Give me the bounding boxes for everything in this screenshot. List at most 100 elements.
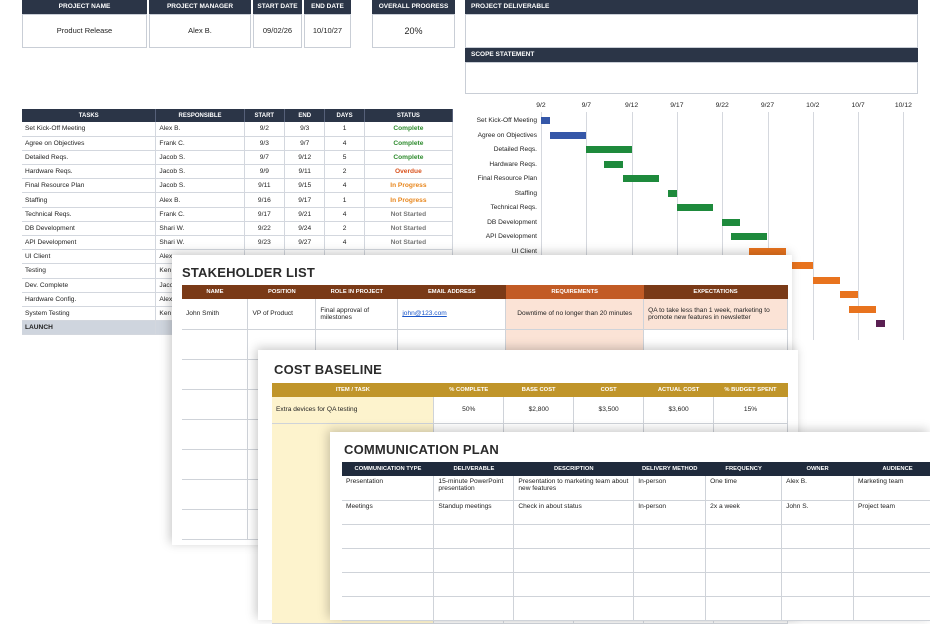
task-days[interactable]: 4 [324,207,365,222]
cost-actual[interactable]: $3,600 [643,397,715,424]
comm-description[interactable]: Presentation to marketing team about new… [513,476,635,501]
task-status[interactable]: Not Started [364,235,454,251]
task-name[interactable]: Final Resource Plan [22,178,157,194]
task-end[interactable]: 9/15 [284,178,326,194]
cost-spent[interactable]: 15% [713,397,788,424]
task-responsible[interactable]: Shari W. [155,221,245,237]
task-end[interactable]: 9/17 [284,192,326,208]
task-end[interactable]: 9/11 [284,164,326,180]
task-start[interactable]: 9/17 [244,207,286,222]
table-row: Agree on Objectives Frank C. 9/3 9/7 4 Comple… [22,136,454,151]
task-start[interactable]: 9/7 [244,150,286,166]
task-status[interactable]: Not Started [364,221,454,237]
gantt-date-label: 9/22 [715,102,729,109]
sh-email-link[interactable]: john@123.com [402,310,447,318]
cost-cost[interactable]: $3,500 [573,397,645,424]
task-name[interactable]: LAUNCH [22,320,157,336]
comm-method[interactable]: In-person [633,476,707,501]
task-responsible[interactable]: Frank C. [155,207,245,222]
task-name[interactable]: Staffing [22,192,157,208]
cost-base[interactable]: $2,800 [503,397,575,424]
task-responsible[interactable]: Jacob S. [155,178,245,194]
scope-statement-field[interactable] [465,62,918,94]
task-end[interactable]: 9/7 [284,136,326,151]
gantt-bar [839,291,859,298]
task-start[interactable]: 9/23 [244,235,286,251]
sh-role[interactable]: Final approval of milestones [315,299,399,330]
task-responsible[interactable]: Jacob S. [155,164,245,180]
task-start[interactable]: 9/2 [244,122,286,137]
task-name[interactable]: Set Kick-Off Meeting [22,122,157,137]
task-days[interactable]: 1 [324,122,365,137]
comm-type[interactable]: Meetings [342,500,435,525]
task-name[interactable]: Detailed Reqs. [22,150,157,166]
project-manager-value[interactable]: Alex B. [188,26,212,35]
task-days[interactable]: 4 [324,235,365,251]
task-responsible[interactable]: Shari W. [155,235,245,251]
task-status[interactable]: Complete [364,122,454,137]
comm-owner[interactable]: John S. [781,500,855,525]
task-status[interactable]: Not Started [364,207,454,222]
comm-frequency[interactable]: 2x a week [705,500,783,525]
comm-audience[interactable]: Marketing team [853,476,930,501]
gantt-task-label: Hardware Reqs. [489,160,537,168]
task-days[interactable]: 2 [324,221,365,237]
task-name[interactable]: Testing [22,263,157,279]
cost-item[interactable]: Extra devices for QA testing [272,397,435,424]
task-start[interactable]: 9/22 [244,221,286,237]
project-deliverable-field[interactable] [465,14,918,48]
sh-position[interactable]: VP of Product [247,299,317,330]
task-responsible[interactable]: Alex B. [155,122,245,137]
comm-audience[interactable]: Project team [853,500,930,525]
task-end[interactable]: 9/21 [284,207,326,222]
task-status[interactable]: Overdue [364,164,454,180]
task-responsible[interactable]: Jacob S. [155,150,245,166]
task-start[interactable]: 9/3 [244,136,286,151]
task-start[interactable]: 9/11 [244,178,286,194]
gantt-task-label: UI Client [511,247,537,255]
comm-type[interactable]: Presentation [342,476,435,501]
comm-frequency[interactable]: One time [705,476,783,501]
task-name[interactable]: Agree on Objectives [22,136,157,151]
gantt-date-label: 9/27 [760,102,775,109]
task-status[interactable]: Complete [364,136,454,151]
task-name[interactable]: DB Development [22,221,157,237]
task-name[interactable]: UI Client [22,249,157,265]
task-end[interactable]: 9/24 [284,221,326,237]
task-days[interactable]: 4 [324,178,365,194]
sh-name[interactable]: John Smith [182,299,249,330]
task-start[interactable]: 9/9 [244,164,286,180]
overall-progress-card: OVERALL PROGRESS 20% [372,0,455,48]
comm-description[interactable]: Check in about status [513,500,635,525]
project-name-value[interactable]: Product Release [56,26,113,35]
task-name[interactable]: Technical Reqs. [22,207,157,222]
task-responsible[interactable]: Frank C. [155,136,245,151]
task-end[interactable]: 9/27 [284,235,326,251]
end-date-value[interactable]: 10/10/27 [312,26,343,35]
start-date-value[interactable]: 09/02/26 [262,26,293,35]
task-status[interactable]: Complete [364,150,454,166]
task-status[interactable]: In Progress [364,178,454,194]
comm-method[interactable]: In-person [633,500,707,525]
task-name[interactable]: Dev. Complete [22,278,157,293]
task-start[interactable]: 9/16 [244,192,286,208]
task-end[interactable]: 9/12 [284,150,326,166]
task-name[interactable]: Hardware Reqs. [22,164,157,180]
task-name[interactable]: System Testing [22,306,157,322]
task-days[interactable]: 4 [324,136,365,151]
task-status[interactable]: In Progress [364,192,454,208]
comm-deliverable[interactable]: 15-minute PowerPoint presentation [433,476,515,501]
task-responsible[interactable]: Alex B. [155,192,245,208]
task-name[interactable]: Hardware Config. [22,292,157,307]
task-days[interactable]: 5 [324,150,365,166]
task-days[interactable]: 2 [324,164,365,180]
task-name[interactable]: API Development [22,235,157,251]
comm-deliverable[interactable]: Standup meetings [433,500,515,525]
gantt-gridline [586,112,588,340]
task-end[interactable]: 9/3 [284,122,326,137]
task-days[interactable]: 1 [324,192,365,208]
sh-expectations[interactable]: QA to take less than 1 week, marketing t… [643,299,788,330]
cost-complete[interactable]: 50% [433,397,505,424]
comm-owner[interactable]: Alex B. [781,476,855,501]
sh-requirements[interactable]: Downtime of no longer than 20 minutes [505,299,645,330]
